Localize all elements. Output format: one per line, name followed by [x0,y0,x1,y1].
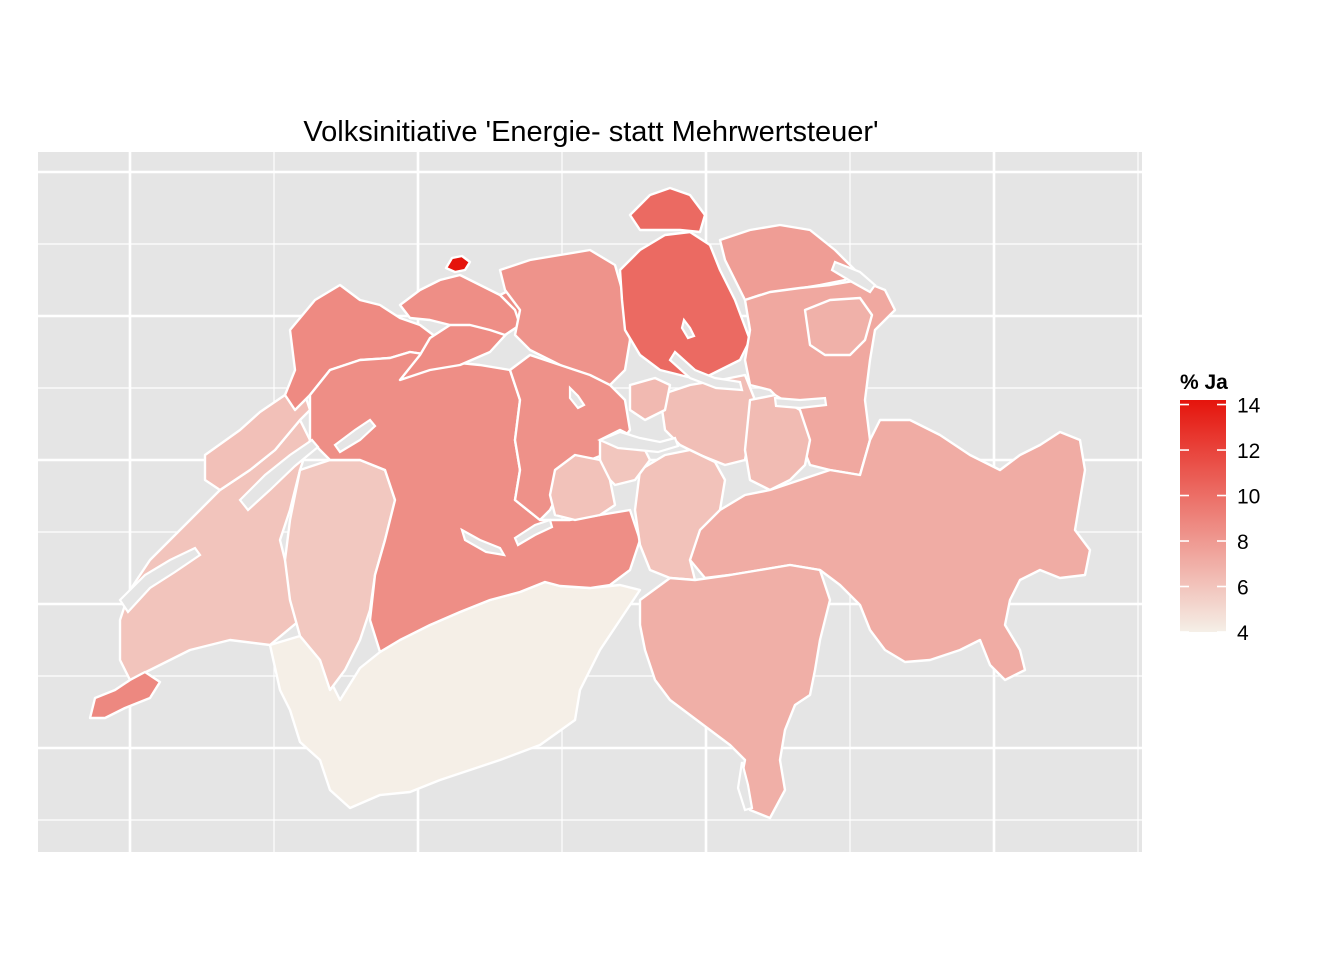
region-geneve [88,670,162,720]
lake-lucerne [597,430,680,454]
region-zurich [618,230,752,382]
lakes [118,260,877,812]
region-appenzell [803,296,874,357]
lake-geneva [118,546,202,614]
region-thurgau [718,223,857,302]
legend-title: % Ja [1180,371,1228,394]
lake-walen [773,396,828,410]
lake-neuchatel [238,438,320,512]
legend: % Ja 14 12 10 8 6 4 [1180,371,1261,645]
lake-biel [333,418,377,454]
legend-tick-label: 12 [1237,440,1260,463]
region-obwalden [548,453,617,522]
region-graubunden [688,418,1092,682]
lake-maggiore [736,761,754,812]
lake-constance [830,260,877,294]
legend-tick-label: 6 [1237,577,1249,600]
legend-ticks: 14 12 10 8 6 4 [1180,395,1261,645]
region-basel-stadt [444,254,472,274]
lake-sempach [568,385,586,410]
region-ticino [638,563,832,820]
lake-greifensee [680,317,696,340]
legend-tick-label: 10 [1237,486,1260,509]
lake-thun [460,527,507,557]
region-zug [628,376,672,422]
map-title: Volksinitiative 'Energie- statt Mehrwert… [303,116,878,148]
lake-brienz [513,518,554,547]
region-schaffhausen [628,186,707,234]
canton-regions [88,186,1092,820]
legend-tick-label: 8 [1237,531,1249,554]
legend-tick-label: 4 [1237,622,1249,645]
legend-colorbar [1180,400,1226,632]
region-neuchatel [203,378,312,492]
lake-zurich [668,350,744,392]
legend-tick-label: 14 [1237,395,1261,418]
